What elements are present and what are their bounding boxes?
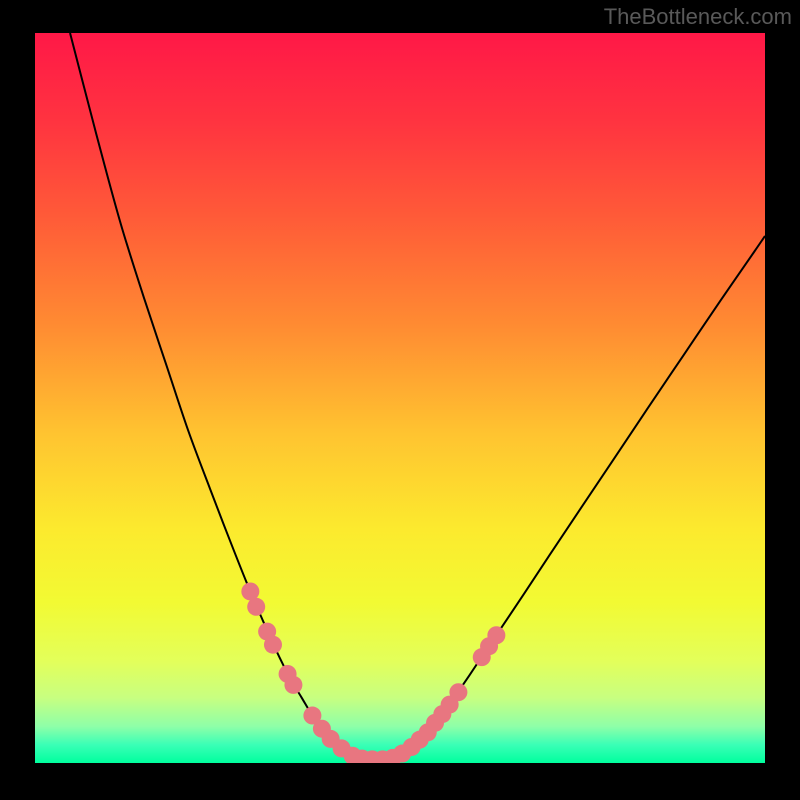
gradient-background	[35, 33, 765, 763]
chart-frame: TheBottleneck.com	[0, 0, 800, 800]
watermark-text: TheBottleneck.com	[604, 4, 792, 30]
plot-area	[35, 33, 765, 763]
